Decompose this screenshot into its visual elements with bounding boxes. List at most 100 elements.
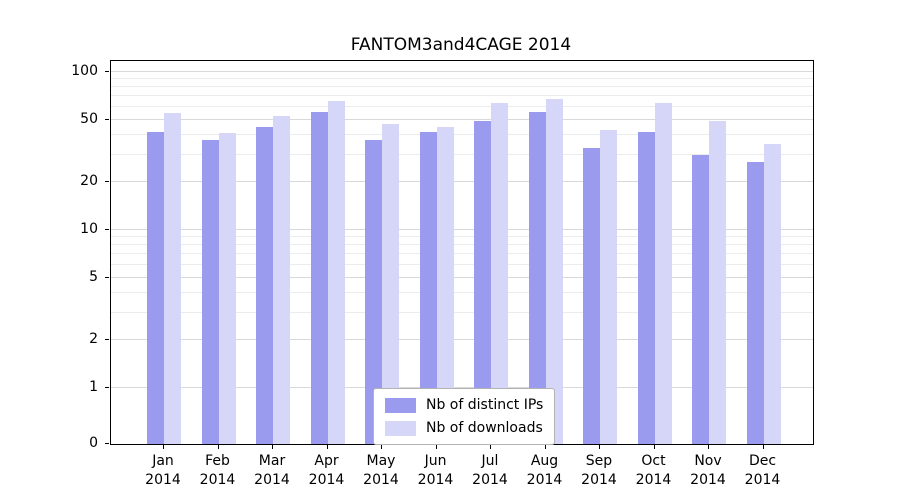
bar-distinct-ips: [474, 120, 491, 444]
x-tick-year: 2014: [635, 472, 672, 488]
legend-swatch-icon: [385, 397, 416, 413]
legend-item: Nb of downloads: [385, 420, 543, 436]
bar-distinct-ips: [637, 131, 655, 444]
legend-swatch-icon: [385, 420, 416, 436]
bar-distinct-ips: [528, 111, 546, 444]
x-tick-label: May 2014: [346, 452, 416, 490]
x-tick-year: 2014: [690, 472, 726, 488]
plot-area: Nb of distinct IPs Nb of downloads: [110, 60, 814, 445]
bar-distinct-ips: [256, 126, 273, 444]
x-tick-year: 2014: [145, 472, 181, 488]
x-tick-month: Sep: [585, 453, 613, 469]
y-tick-mark: [105, 387, 109, 388]
x-tick-year: 2014: [199, 472, 236, 488]
y-tick-mark: [105, 181, 109, 183]
bar-distinct-ips: [419, 131, 437, 444]
bar-distinct-ips: [583, 148, 600, 444]
bar-distinct-ips: [746, 161, 764, 444]
minor-gridline: [111, 106, 813, 108]
major-gridline: [111, 339, 813, 341]
y-tick-mark: [105, 339, 109, 341]
y-tick-mark: [105, 229, 109, 230]
bar-distinct-ips: [201, 140, 219, 444]
minor-gridline: [111, 133, 813, 135]
x-tick-label: Feb 2014: [183, 452, 253, 490]
x-tick-month: Apr: [314, 453, 339, 469]
x-tick-label: Oct 2014: [619, 452, 689, 490]
x-tick-label: Nov 2014: [673, 452, 743, 490]
y-tick-mark: [105, 71, 109, 72]
bar-downloads: [327, 100, 345, 444]
x-tick-year: 2014: [526, 472, 563, 488]
bar-downloads: [600, 129, 617, 444]
bar-downloads: [218, 133, 236, 444]
x-tick-mark: [217, 445, 219, 449]
bar-distinct-ips: [365, 140, 382, 444]
bar-downloads: [654, 102, 672, 444]
x-tick-mark: [708, 445, 709, 449]
bar-distinct-ips: [147, 131, 164, 444]
y-tick-label: 1: [89, 379, 98, 395]
x-tick-label: Aug 2014: [510, 452, 580, 490]
x-tick-month: Nov: [694, 453, 722, 469]
x-tick-mark: [599, 445, 600, 449]
x-tick-year: 2014: [363, 472, 399, 488]
minor-gridline: [111, 95, 813, 97]
legend-label: Nb of downloads: [426, 420, 543, 436]
y-tick-label: 2: [89, 331, 98, 348]
x-tick-mark: [762, 445, 764, 449]
x-tick-year: 2014: [417, 472, 454, 488]
y-tick-mark: [105, 276, 109, 278]
x-tick-month: Mar: [258, 453, 286, 469]
minor-gridline: [111, 311, 813, 313]
bar-downloads: [436, 126, 454, 444]
bar-distinct-ips: [310, 111, 328, 444]
major-gridline: [111, 276, 813, 278]
y-tick-label: 0: [89, 435, 98, 451]
minor-gridline: [111, 153, 813, 155]
y-tick-mark: [105, 443, 109, 444]
major-gridline: [111, 229, 813, 230]
x-tick-year: 2014: [581, 472, 617, 488]
x-tick-label: Jan 2014: [128, 452, 198, 490]
x-tick-year: 2014: [254, 472, 290, 488]
bar-downloads: [273, 115, 290, 444]
minor-gridline: [111, 253, 813, 255]
x-tick-year: 2014: [308, 472, 345, 488]
y-tick-label: 5: [89, 268, 98, 285]
major-gridline: [111, 71, 813, 72]
x-tick-label: Jul 2014: [455, 452, 525, 490]
bar-downloads: [545, 99, 563, 444]
x-tick-mark: [653, 445, 655, 449]
x-tick-mark: [544, 445, 546, 449]
legend: Nb of distinct IPs Nb of downloads: [373, 388, 556, 445]
x-tick-label: Apr 2014: [292, 452, 362, 490]
x-tick-mark: [163, 445, 164, 449]
minor-gridline: [111, 86, 813, 88]
x-tick-mark: [490, 445, 491, 449]
major-gridline: [111, 181, 813, 183]
x-tick-label: Dec 2014: [728, 452, 798, 490]
x-tick-mark: [272, 445, 273, 449]
bar-downloads: [709, 120, 726, 444]
minor-gridline: [111, 236, 813, 238]
bar-downloads: [164, 113, 181, 444]
minor-gridline: [111, 291, 813, 293]
bar-downloads: [382, 123, 399, 444]
x-tick-month: Jul: [481, 453, 499, 469]
x-tick-year: 2014: [472, 472, 508, 488]
bar-downloads: [491, 102, 508, 444]
x-tick-month: Jan: [152, 453, 174, 469]
x-tick-month: Dec: [748, 453, 777, 469]
y-tick-label: 100: [71, 63, 98, 79]
major-gridline: [111, 118, 813, 120]
legend-item: Nb of distinct IPs: [385, 397, 543, 413]
x-tick-month: Jun: [424, 453, 447, 469]
minor-gridline: [111, 244, 813, 246]
x-tick-month: May: [366, 453, 396, 469]
x-tick-mark: [381, 445, 382, 449]
x-tick-mark: [435, 445, 437, 449]
x-tick-mark: [326, 445, 328, 449]
x-tick-year: 2014: [744, 472, 781, 488]
